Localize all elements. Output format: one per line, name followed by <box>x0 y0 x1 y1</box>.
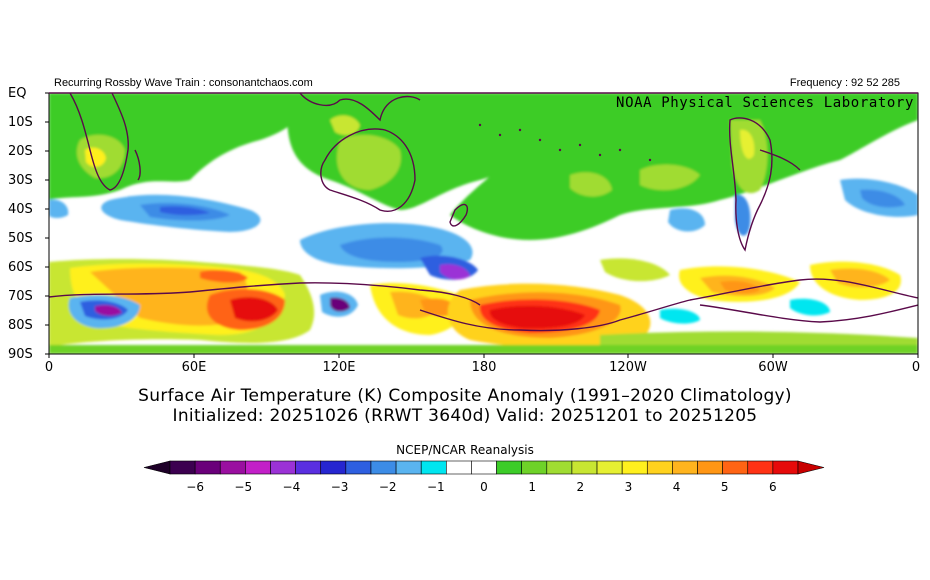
lat-label: 60S <box>8 260 33 275</box>
lon-label: 0 <box>44 360 54 375</box>
colorbar-over-triangle <box>797 460 825 475</box>
lab-label: NOAA Physical Sciences Laboratory <box>616 95 914 111</box>
colorbar <box>143 460 825 475</box>
plot-subtitle: Initialized: 20251026 (RRWT 3640d) Valid… <box>172 406 758 426</box>
colorbar-swatch <box>521 460 548 475</box>
lon-label: 180 <box>471 360 497 375</box>
colorbar-tick-label: 5 <box>720 480 729 494</box>
colorbar-swatch <box>320 460 347 475</box>
plot-title: Surface Air Temperature (K) Composite An… <box>138 386 792 406</box>
colorbar-tick-label: 2 <box>576 480 585 494</box>
lat-label: 40S <box>8 202 33 217</box>
colorbar-swatch <box>496 460 522 475</box>
colorbar-tick-label: −5 <box>234 480 253 494</box>
colorbar-tick-label: −6 <box>186 480 204 494</box>
colorbar-swatch <box>722 460 749 475</box>
colorbar-swatch <box>621 460 648 475</box>
colorbar-swatch <box>395 460 422 475</box>
lon-label: 120E <box>322 360 356 375</box>
lat-label: 30S <box>8 173 33 188</box>
colorbar-under-triangle <box>143 460 171 475</box>
colorbar-swatch <box>747 460 774 475</box>
lat-label: 90S <box>8 347 33 362</box>
lat-label: EQ <box>8 86 27 101</box>
colorbar-swatch <box>446 460 472 475</box>
colorbar-swatch <box>345 460 372 475</box>
lat-label: 50S <box>8 231 33 246</box>
colorbar-tick-label: 1 <box>528 480 536 494</box>
colorbar-tick-label: −2 <box>378 480 397 494</box>
lon-label: 60W <box>758 360 788 375</box>
colorbar-swatch <box>571 460 598 475</box>
axis-ticks <box>45 92 919 358</box>
lat-label: 20S <box>8 144 33 159</box>
colorbar-swatch <box>596 460 623 475</box>
lat-label: 80S <box>8 318 33 333</box>
colorbar-swatch <box>295 460 322 475</box>
frequency-text: Frequency : 92 52 285 <box>789 77 900 89</box>
colorbar-swatch <box>697 460 723 475</box>
colorbar-swatch <box>245 460 271 475</box>
colorbar-swatch <box>471 460 497 475</box>
colorbar-swatch <box>370 460 397 475</box>
colorbar-tick-label: 4 <box>672 480 681 494</box>
coastlines <box>49 93 918 332</box>
colorbar-swatch <box>646 460 673 475</box>
colorbar-tick-label: −3 <box>330 480 349 494</box>
colorbar-tick-label: 0 <box>480 480 488 494</box>
credit-text: Recurring Rossby Wave Train : consonantc… <box>54 77 313 89</box>
colorbar-tick-label: 6 <box>769 480 777 494</box>
colorbar-swatch <box>772 460 799 475</box>
colorbar-swatch <box>169 460 196 475</box>
lat-label: 10S <box>8 115 33 130</box>
colorbar-swatch <box>194 460 221 475</box>
colorbar-swatch <box>672 460 698 475</box>
colorbar-tick-label: 3 <box>624 480 633 494</box>
lon-label: 60E <box>181 360 207 375</box>
colorbar-swatch <box>219 460 246 475</box>
colorbar-title: NCEP/NCAR Reanalysis <box>396 443 534 457</box>
colorbar-swatch <box>420 460 447 475</box>
colorbar-tick-label: −4 <box>282 480 301 494</box>
colorbar-swatch <box>546 460 573 475</box>
lat-label: 70S <box>8 289 33 304</box>
colorbar-swatch <box>270 460 296 475</box>
anomaly-field <box>49 93 918 354</box>
lon-label: 120W <box>609 360 647 375</box>
lon-label: 0 <box>911 360 921 375</box>
colorbar-tick-label: −1 <box>426 480 445 494</box>
